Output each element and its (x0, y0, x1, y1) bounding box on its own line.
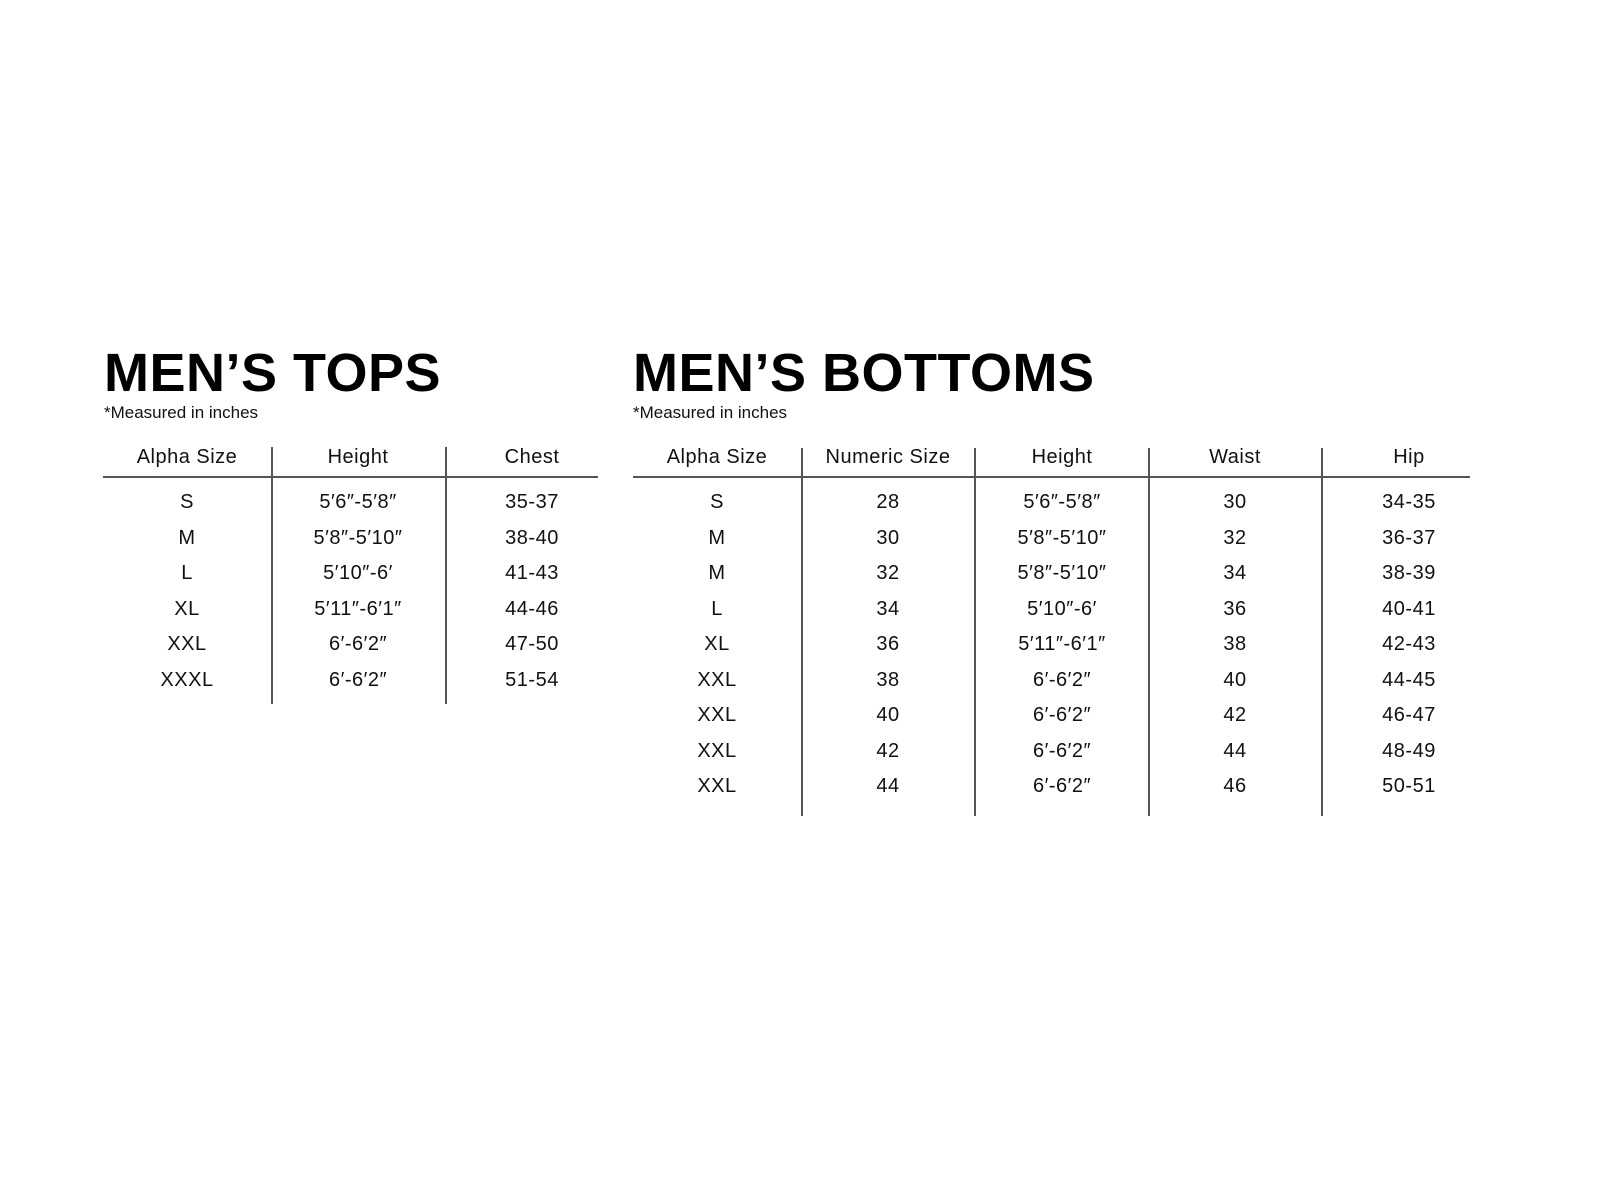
bottoms-table-cell: 5′10″-6′ (1027, 597, 1097, 620)
bottoms-table-cell: 40 (1223, 668, 1247, 691)
bottoms-table-cell: 40-41 (1382, 597, 1436, 620)
bottoms-table-cell: XXL (697, 739, 737, 762)
tops-header-divider (103, 476, 598, 478)
bottoms-column-header: Height (1031, 446, 1093, 468)
bottoms-table-cell: XL (704, 633, 730, 655)
bottoms-table-cell: 34 (1223, 562, 1247, 584)
bottoms-table-cell: 38 (876, 668, 900, 691)
bottoms-table-cell: 6′-6′2″ (1032, 739, 1092, 762)
tops-column-divider (271, 447, 273, 704)
bottoms-table-cell: 42 (876, 739, 900, 762)
bottoms-table-cell: XXL (697, 668, 737, 691)
tops-table-cell: 44-46 (505, 597, 559, 620)
bottoms-table-cell: 44 (1223, 739, 1247, 762)
tops-table-cell: 5′6″-5′8″ (319, 491, 397, 513)
bottoms-table-cell: 6′-6′2″ (1032, 668, 1092, 691)
bottoms-table-cell: 32 (876, 562, 900, 584)
bottoms-note: *Measured in inches (633, 403, 788, 422)
bottoms-table-cell: 30 (876, 526, 900, 549)
bottoms-table-cell: M (708, 526, 726, 549)
bottoms-table-cell: M (708, 562, 726, 584)
tops-table-cell: 5′11″-6′1″ (314, 597, 402, 620)
bottoms-column-header: Numeric Size (825, 446, 951, 468)
bottoms-table-cell: 5′6″-5′8″ (1023, 491, 1101, 513)
tops-table-cell: 47-50 (505, 633, 559, 656)
tops-table-cell: XXXL (160, 669, 214, 691)
bottoms-table-cell: 36 (1223, 597, 1247, 620)
bottoms-column-divider (1321, 448, 1323, 816)
tops-table-cell: 6′-6′2″ (328, 633, 388, 656)
bottoms-column-header: Waist (1209, 446, 1261, 468)
bottoms-table-cell: 40 (876, 704, 900, 726)
tops-column-header: Height (327, 446, 389, 468)
bottoms-table-cell: 48-49 (1382, 739, 1436, 762)
bottoms-table-cell: 5′8″-5′10″ (1017, 526, 1107, 549)
bottoms-table-cell: 46 (1223, 775, 1247, 797)
bottoms-table-cell: S (710, 491, 724, 513)
tops-table-cell: 35-37 (505, 491, 559, 513)
bottoms-table-cell: 32 (1223, 526, 1247, 549)
bottoms-table-cell: 36-37 (1382, 526, 1436, 549)
bottoms-table-cell: 6′-6′2″ (1032, 704, 1092, 726)
tops-table-cell: XXL (167, 633, 207, 656)
bottoms-table-cell: L (711, 597, 723, 620)
tops-table-cell: 5′8″-5′10″ (313, 526, 403, 549)
tops-table-cell: S (180, 491, 194, 513)
bottoms-table-cell: 6′-6′2″ (1032, 775, 1092, 797)
bottoms-table-cell: 30 (1223, 491, 1247, 513)
bottoms-table-cell: 50-51 (1382, 775, 1436, 797)
tops-table-cell: 38-40 (505, 526, 559, 549)
tops-table-cell: 6′-6′2″ (328, 669, 388, 691)
bottoms-table-cell: 34 (876, 597, 900, 620)
bottoms-table-cell: XXL (697, 704, 737, 726)
tops-column-header: Chest (504, 446, 560, 468)
tops-table-cell: L (181, 562, 193, 585)
bottoms-table-cell: 44 (876, 775, 900, 797)
bottoms-table-cell: 38-39 (1382, 562, 1436, 584)
bottoms-table-cell: 42 (1223, 704, 1247, 726)
tops-title: MEN’S TOPS (104, 343, 442, 403)
tops-column-divider (445, 447, 447, 704)
bottoms-column-divider (1148, 448, 1150, 816)
bottoms-table-cell: XXL (697, 775, 737, 797)
bottoms-table-cell: 42-43 (1382, 633, 1436, 655)
bottoms-column-header: Hip (1393, 446, 1425, 468)
bottoms-table-cell: 44-45 (1382, 668, 1436, 691)
tops-table-cell: 5′10″-6′ (323, 562, 393, 585)
tops-table-cell: M (178, 526, 196, 549)
tops-table-cell: XL (174, 597, 200, 620)
bottoms-table-cell: 36 (876, 633, 900, 655)
bottoms-table-cell: 46-47 (1382, 704, 1436, 726)
bottoms-column-divider (801, 448, 803, 816)
bottoms-title: MEN’S BOTTOMS (633, 343, 1095, 403)
bottoms-column-divider (974, 448, 976, 816)
bottoms-table-cell: 5′8″-5′10″ (1017, 562, 1107, 584)
tops-note: *Measured in inches (104, 403, 259, 422)
bottoms-table-cell: 34-35 (1382, 491, 1436, 513)
bottoms-header-divider (633, 476, 1470, 478)
bottoms-column-header: Alpha Size (666, 446, 768, 468)
bottoms-table-cell: 28 (876, 491, 900, 513)
tops-table-cell: 51-54 (505, 669, 559, 691)
tops-column-header: Alpha Size (136, 446, 238, 468)
bottoms-table-cell: 38 (1223, 633, 1247, 655)
tops-table-cell: 41-43 (505, 562, 559, 585)
bottoms-table-cell: 5′11″-6′1″ (1018, 633, 1106, 655)
